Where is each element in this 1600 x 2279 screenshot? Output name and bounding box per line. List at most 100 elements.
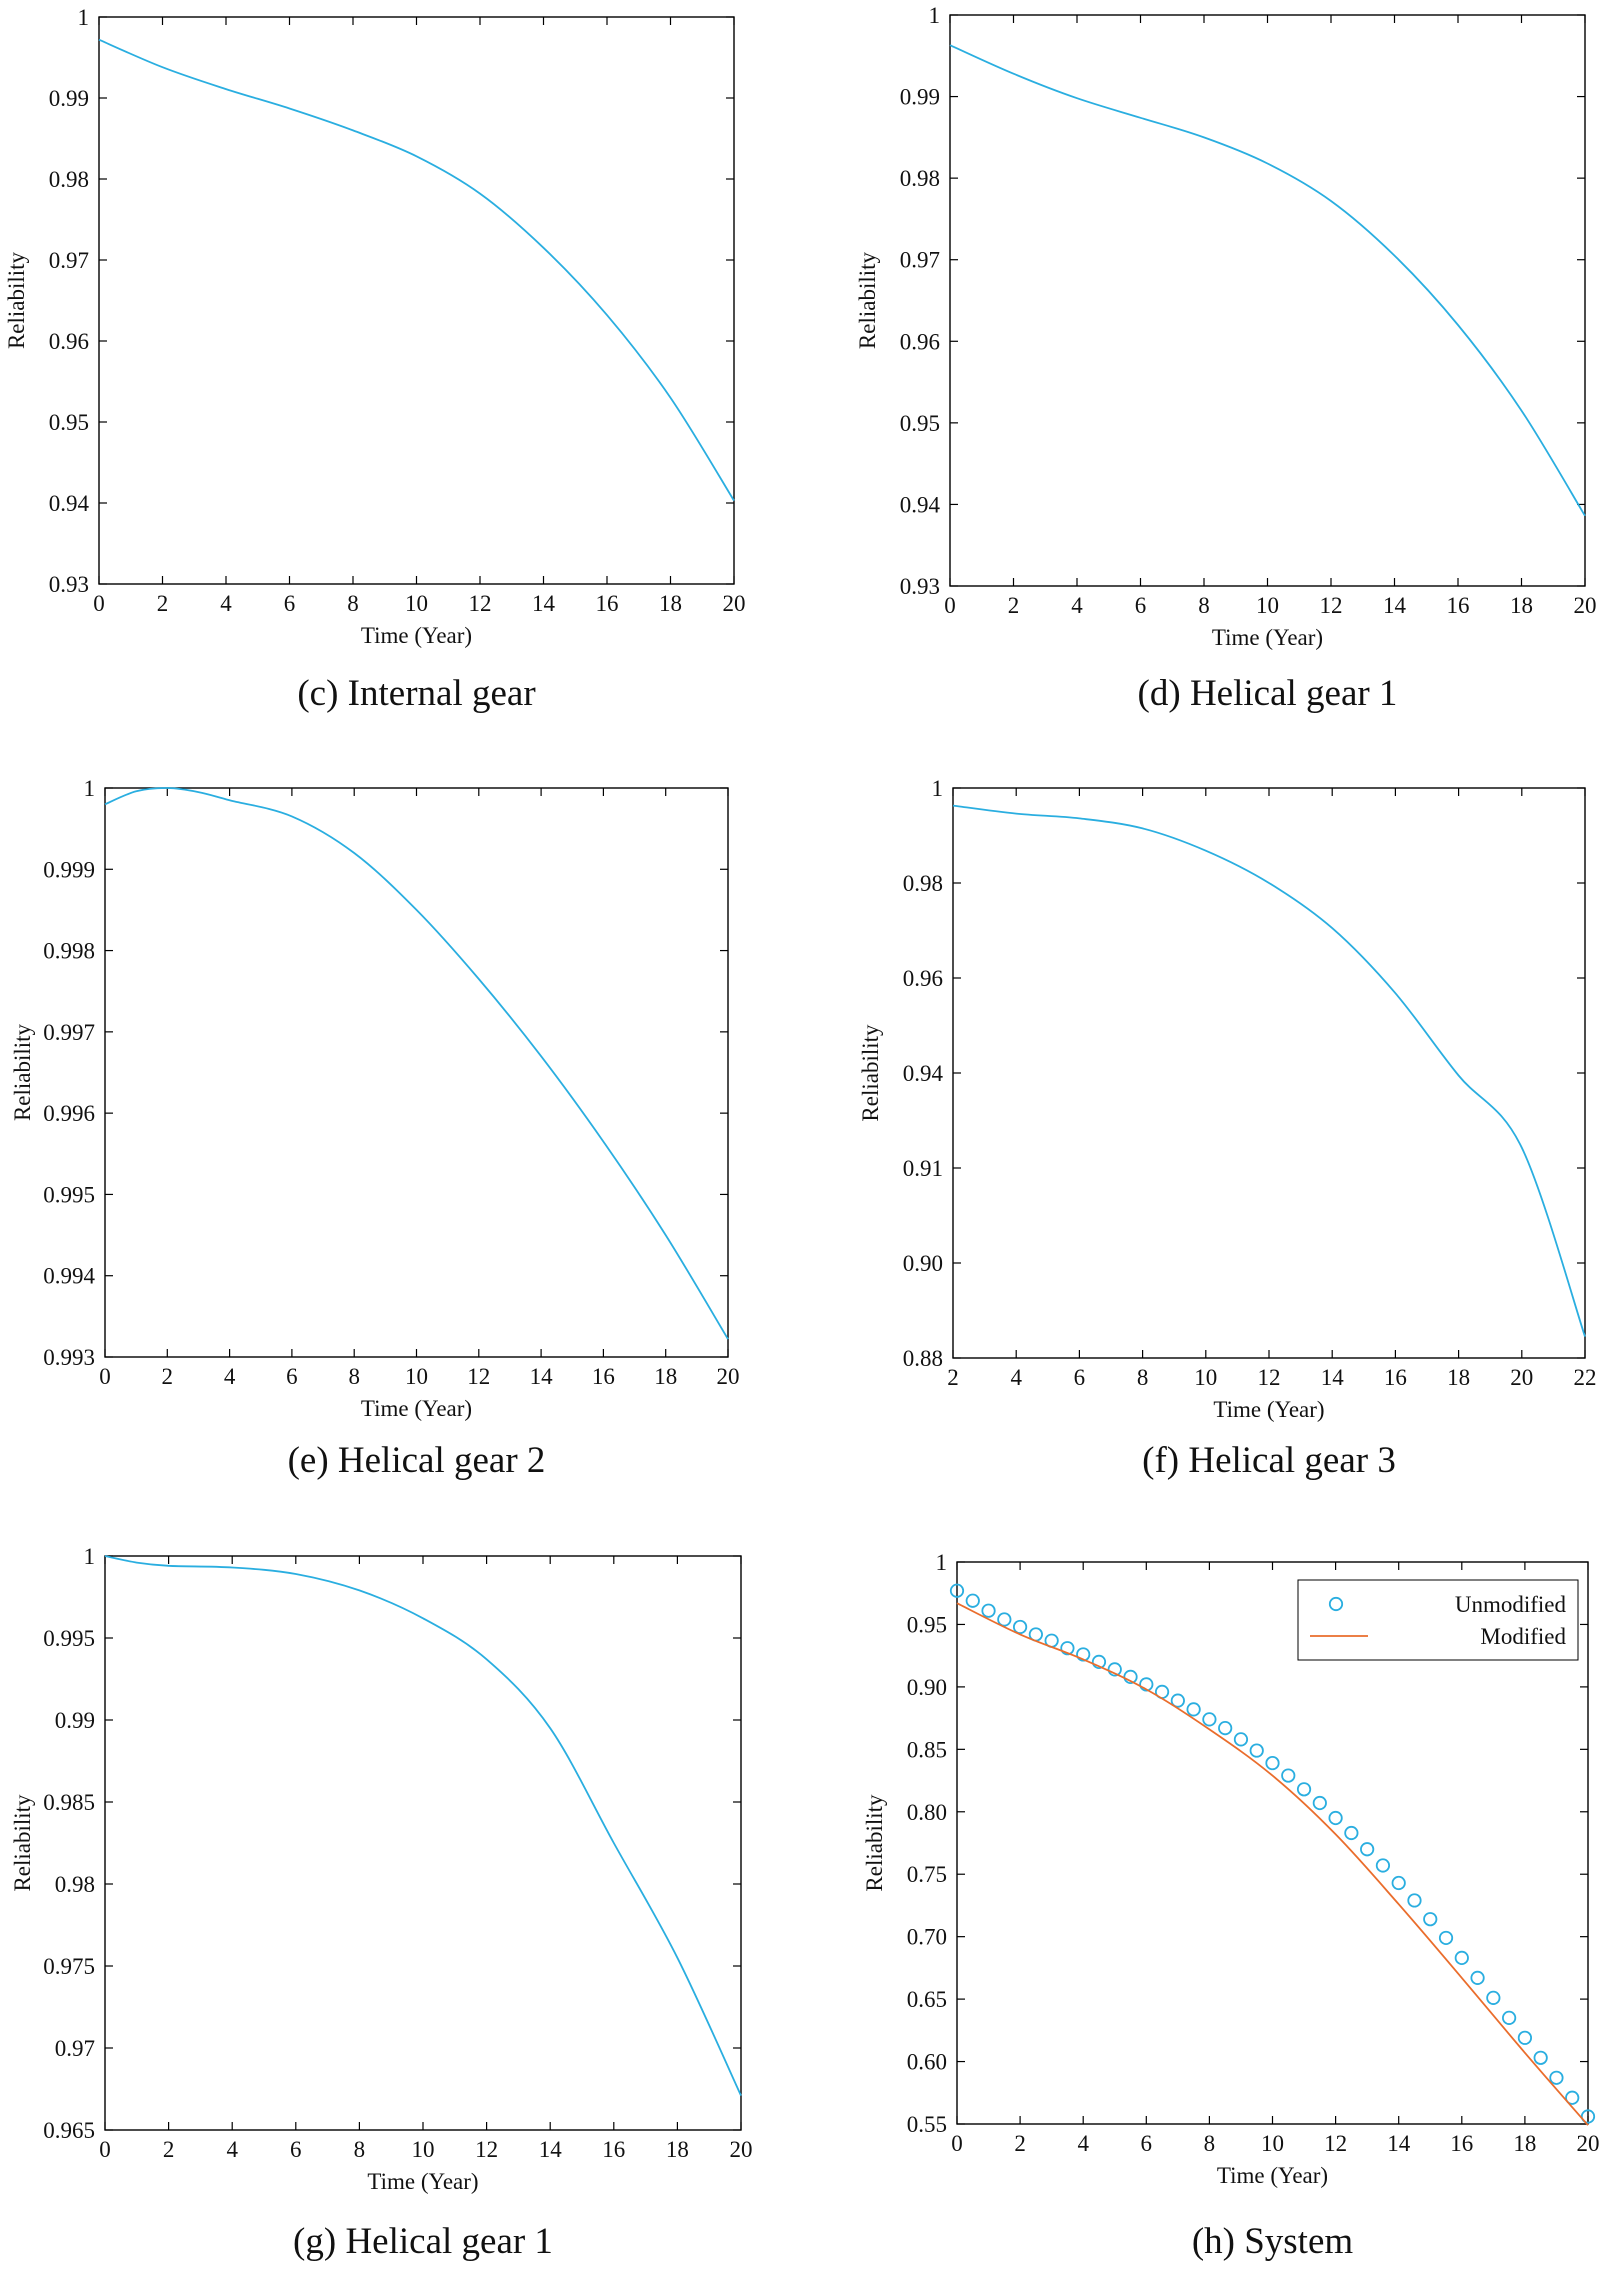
y-tick-label: 1 [936, 1550, 948, 1575]
x-tick-label: 12 [467, 1364, 490, 1389]
data-point [1123, 1669, 1138, 1684]
y-tick-label: 0.75 [907, 1862, 947, 1887]
data-point [1423, 1912, 1438, 1927]
y-tick-label: 1 [929, 3, 941, 28]
legend-box [1297, 1579, 1579, 1661]
data-point [1012, 1619, 1028, 1635]
x-tick-label: 2 [1008, 593, 1020, 618]
x-tick-label: 6 [286, 1364, 298, 1389]
x-tick-label: 6 [290, 2137, 302, 2162]
data-point [997, 1612, 1012, 1627]
y-tick-label: 0.996 [43, 1101, 95, 1126]
legend-marker-icon [1328, 1596, 1344, 1612]
x-tick-label: 4 [1010, 1365, 1022, 1390]
y-tick-label: 0.999 [43, 857, 95, 882]
y-axis-label: Reliability [10, 1023, 35, 1121]
data-point [1218, 1721, 1233, 1736]
x-tick-label: 20 [1574, 593, 1597, 618]
series-line [98, 38, 735, 502]
y-tick-label: 1 [84, 776, 96, 801]
y-tick-label: 0.94 [903, 1061, 944, 1086]
x-tick-label: 20 [1510, 1365, 1533, 1390]
x-tick-label: 16 [596, 591, 619, 616]
chart-panel: 0 2 4 6 8 10 12 14 16 18 20 0.965 0.97 0.975 0.98 0.985… [10, 1544, 753, 2262]
panel-caption: (h) System [1192, 2221, 1354, 2262]
y-tick-label: 0.99 [900, 85, 940, 110]
y-tick-label: 0.995 [43, 1182, 95, 1207]
y-tick-label: 0.99 [49, 86, 89, 111]
y-tick-label: 0.994 [43, 1264, 95, 1289]
data-point [1296, 1782, 1312, 1797]
x-tick-label: 14 [1321, 1365, 1345, 1390]
plot-frame [104, 1555, 742, 2131]
x-tick-label: 8 [347, 591, 359, 616]
x-tick-label: 20 [717, 1364, 740, 1389]
y-tick-label: 0.98 [903, 871, 943, 896]
y-tick-label: 0.88 [903, 1346, 943, 1371]
panel-caption: (g) Helical gear 1 [293, 2221, 553, 2262]
x-tick-label: 18 [1447, 1365, 1470, 1390]
panel-caption: (e) Helical gear 2 [288, 1440, 546, 1481]
data-point [1281, 1768, 1296, 1783]
data-point [1344, 1825, 1359, 1841]
x-tick-label: 0 [99, 2137, 111, 2162]
x-tick-label: 18 [654, 1364, 677, 1389]
chart-panel: 0 2 4 6 8 10 12 14 16 18 20 0.993 0.994 0.995 0.996 0.9… [10, 776, 740, 1481]
y-tick-label: 0.93 [900, 574, 940, 599]
y-tick-label: 0.85 [907, 1737, 947, 1762]
data-point [1502, 2010, 1517, 2025]
x-tick-label: 18 [1513, 2131, 1536, 2156]
plot-frame [104, 787, 729, 1358]
y-tick-label: 0.95 [49, 410, 89, 435]
x-tick-label: 12 [469, 591, 492, 616]
data-point [1233, 1732, 1249, 1747]
data-point [949, 1583, 965, 1598]
data-point [1533, 2050, 1548, 2065]
y-tick-label: 0.97 [49, 248, 89, 273]
data-point [1438, 1930, 1454, 1946]
series-line [104, 787, 729, 1340]
x-tick-label: 8 [348, 1364, 360, 1389]
y-tick-label: 0.93 [49, 572, 89, 597]
data-point [1139, 1677, 1154, 1692]
y-axis-label: Reliability [862, 1794, 887, 1892]
x-tick-label: 10 [1256, 593, 1279, 618]
chart-panel: 0 2 4 6 8 10 12 14 16 18 20 0.93 0.94 0.95 0.96 0.97 0.9… [4, 5, 746, 714]
y-tick-label: 0.91 [903, 1156, 943, 1181]
y-tick-label: 1 [932, 776, 944, 801]
x-tick-label: 18 [659, 591, 682, 616]
x-tick-label: 12 [1320, 593, 1343, 618]
y-tick-label: 0.80 [907, 1800, 947, 1825]
y-tick-label: 0.55 [907, 2112, 947, 2137]
panel-caption: (f) Helical gear 3 [1142, 1440, 1396, 1481]
x-tick-label: 8 [1198, 593, 1210, 618]
data-point [1407, 1893, 1422, 1908]
x-tick-label: 6 [1074, 1365, 1086, 1390]
y-tick-label: 0.70 [907, 1925, 947, 1950]
y-tick-label: 0.94 [900, 492, 941, 517]
data-point [1107, 1662, 1122, 1677]
x-axis-label: Time (Year) [367, 2169, 478, 2194]
x-axis-label: Time (Year) [1213, 1397, 1324, 1422]
data-point [1091, 1654, 1107, 1670]
x-tick-label: 14 [532, 591, 556, 616]
x-tick-label: 10 [1194, 1365, 1217, 1390]
data-point [1360, 1842, 1375, 1857]
y-tick-label: 0.60 [907, 2050, 947, 2075]
x-axis-label: Time (Year) [1217, 2163, 1328, 2188]
x-tick-label: 2 [163, 2137, 175, 2162]
x-tick-label: 20 [730, 2137, 753, 2162]
y-axis-label: Reliability [855, 251, 880, 349]
data-point [1454, 1950, 1469, 1965]
data-point [1076, 1647, 1091, 1662]
y-axis-label: Reliability [4, 251, 29, 349]
y-tick-label: 0.96 [900, 329, 940, 354]
x-tick-label: 16 [1384, 1365, 1407, 1390]
data-point [1060, 1641, 1075, 1656]
data-point [1580, 2109, 1596, 2124]
chart-panel: 0 2 4 6 8 10 12 14 16 18 20 0.93 0.94 0.95 0.96 0.97 0.9… [855, 3, 1597, 714]
x-tick-label: 6 [1141, 2131, 1153, 2156]
y-tick-label: 0.95 [900, 411, 940, 436]
panel-caption: (d) Helical gear 1 [1138, 673, 1398, 714]
data-point [1249, 1743, 1264, 1758]
